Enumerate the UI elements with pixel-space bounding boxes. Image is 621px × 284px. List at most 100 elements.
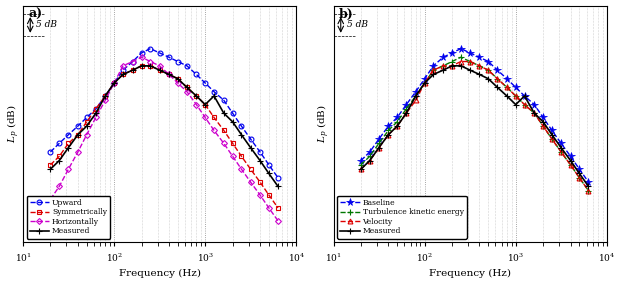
Horizontally [229,154,237,158]
Horizontally [201,116,209,119]
Baseline [430,64,437,68]
Measured [238,133,245,136]
Velocity [448,64,456,68]
Baseline [558,142,565,145]
Upward [92,107,99,110]
Measured [65,146,72,149]
Baseline [384,124,392,128]
Horizontally [65,168,72,171]
Horizontally [156,64,163,68]
Horizontally [111,81,118,85]
Symmetrically [138,64,145,68]
Measured [165,73,173,76]
Measured [47,168,54,171]
Upward [220,99,227,102]
Upward [138,51,145,55]
Measured [512,103,519,106]
Symmetrically [238,154,245,158]
Upward [102,94,109,98]
Measured [74,133,81,136]
Upward [119,68,127,72]
Baseline [448,51,456,55]
Velocity [484,68,492,72]
Turbulence kinetic energy [402,107,410,110]
Symmetrically [211,116,218,119]
Symmetrically [193,94,200,98]
Baseline [494,68,501,72]
Symmetrically [119,73,127,76]
Measured [494,86,501,89]
Turbulence kinetic energy [530,112,538,115]
Upward [274,176,282,179]
Horizontally [119,64,127,68]
Turbulence kinetic energy [440,64,447,68]
Measured [384,133,392,136]
Measured [201,103,209,106]
Baseline [375,137,383,141]
Measured [247,146,255,149]
Line: Measured: Measured [358,63,592,189]
Symmetrically [102,94,109,98]
Legend: Upward, Symmetrically, Horizontally, Measured: Upward, Symmetrically, Horizontally, Mea… [27,196,110,239]
Upward [201,81,209,85]
Symmetrically [92,107,99,110]
Y-axis label: $L_p$ (dB): $L_p$ (dB) [316,105,332,143]
Horizontally [256,193,264,197]
Upward [193,73,200,76]
Horizontally [55,185,63,188]
Measured [548,133,556,136]
Velocity [366,159,373,162]
Velocity [412,99,420,102]
Line: Symmetrically: Symmetrically [48,63,281,210]
Measured [265,172,273,175]
Measured [448,64,456,68]
Symmetrically [111,81,118,85]
Measured [394,124,401,128]
Measured [274,185,282,188]
Turbulence kinetic energy [476,64,483,68]
Velocity [530,112,538,115]
Measured [138,64,145,68]
Measured [466,68,474,72]
Baseline [503,77,510,80]
Turbulence kinetic energy [448,60,456,63]
Velocity [576,176,583,179]
Velocity [375,146,383,149]
Turbulence kinetic energy [494,77,501,80]
Horizontally [211,129,218,132]
Baseline [548,129,556,132]
Measured [129,68,137,72]
Y-axis label: $L_p$ (dB): $L_p$ (dB) [6,105,22,143]
Measured [357,168,365,171]
Line: Baseline: Baseline [357,45,592,186]
Turbulence kinetic energy [430,68,437,72]
Line: Measured: Measured [47,63,281,189]
Upward [247,137,255,141]
Velocity [521,103,528,106]
Baseline [576,168,583,171]
Horizontally [274,219,282,223]
Measured [111,81,118,85]
Upward [47,150,54,154]
Horizontally [265,206,273,210]
Turbulence kinetic energy [357,163,365,166]
Velocity [494,77,501,80]
Baseline [440,55,447,59]
Text: 5 dB: 5 dB [347,20,368,30]
Velocity [585,189,592,192]
Symmetrically [247,168,255,171]
Horizontally [165,73,173,76]
Turbulence kinetic energy [394,120,401,124]
Baseline [521,94,528,98]
Baseline [484,60,492,63]
Horizontally [83,133,91,136]
Measured [421,81,428,85]
Symmetrically [55,154,63,158]
Turbulence kinetic energy [512,94,519,98]
Symmetrically [83,120,91,124]
Velocity [548,137,556,141]
Upward [156,51,163,55]
Horizontally [174,81,181,85]
Symmetrically [201,103,209,106]
Measured [83,124,91,128]
